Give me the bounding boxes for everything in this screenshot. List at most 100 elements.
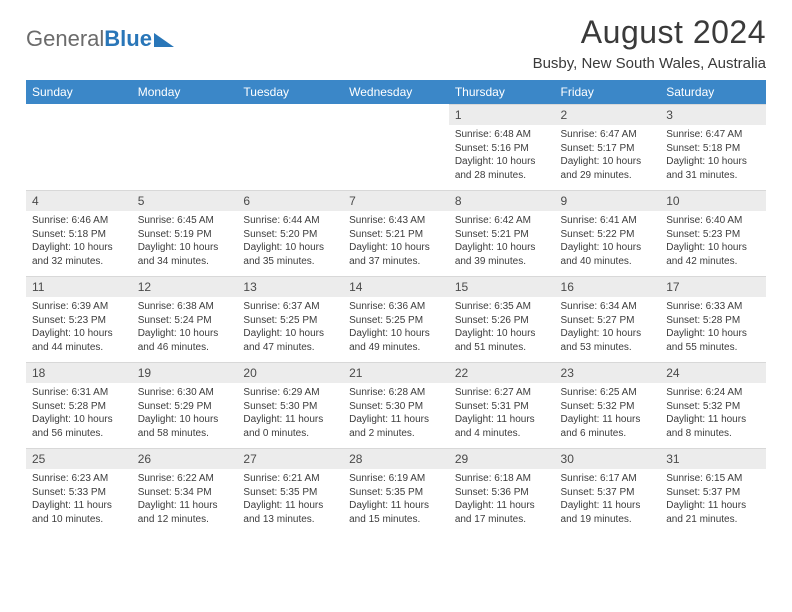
sunset-line: Sunset: 5:32 PM (666, 400, 760, 414)
sunrise-line: Sunrise: 6:29 AM (243, 386, 337, 400)
calendar-day: 20Sunrise: 6:29 AMSunset: 5:30 PMDayligh… (237, 362, 343, 448)
day-details: Sunrise: 6:48 AMSunset: 5:16 PMDaylight:… (449, 125, 555, 186)
sunrise-line: Sunrise: 6:43 AM (349, 214, 443, 228)
calendar-day: 23Sunrise: 6:25 AMSunset: 5:32 PMDayligh… (555, 362, 661, 448)
sunrise-line: Sunrise: 6:46 AM (32, 214, 126, 228)
sunset-line: Sunset: 5:33 PM (32, 486, 126, 500)
day-number: 9 (555, 190, 661, 211)
weekday-header: Tuesday (237, 80, 343, 104)
calendar-day: 4Sunrise: 6:46 AMSunset: 5:18 PMDaylight… (26, 190, 132, 276)
daylight-line: Daylight: 11 hours and 12 minutes. (138, 499, 232, 526)
day-number: 5 (132, 190, 238, 211)
day-details: Sunrise: 6:19 AMSunset: 5:35 PMDaylight:… (343, 469, 449, 530)
sunset-line: Sunset: 5:19 PM (138, 228, 232, 242)
day-details: Sunrise: 6:41 AMSunset: 5:22 PMDaylight:… (555, 211, 661, 272)
daylight-line: Daylight: 10 hours and 51 minutes. (455, 327, 549, 354)
day-details: Sunrise: 6:15 AMSunset: 5:37 PMDaylight:… (660, 469, 766, 530)
daylight-line: Daylight: 10 hours and 56 minutes. (32, 413, 126, 440)
day-details: Sunrise: 6:29 AMSunset: 5:30 PMDaylight:… (237, 383, 343, 444)
day-number: 29 (449, 448, 555, 469)
calendar-day: 25Sunrise: 6:23 AMSunset: 5:33 PMDayligh… (26, 448, 132, 534)
calendar-row: 4 Sunrise: 6:46 AMSunset: 5:18 PM Daylight… (26, 190, 766, 276)
sunrise-line: Sunrise: 6:37 AM (243, 300, 337, 314)
calendar-day: 9Sunrise: 6:41 AMSunset: 5:22 PMDaylight… (555, 190, 661, 276)
sunrise-line: Sunrise: 6:47 AM (561, 128, 655, 142)
calendar-row: 25 Sunrise: 6:23 AMSunset: 5:33 PM Dayligh… (26, 448, 766, 534)
daylight-line: Daylight: 10 hours and 34 minutes. (138, 241, 232, 268)
daylight-line: Daylight: 11 hours and 15 minutes. (349, 499, 443, 526)
day-details: Sunrise: 6:31 AMSunset: 5:28 PMDaylight:… (26, 383, 132, 444)
sunrise-line: Sunrise: 6:27 AM (455, 386, 549, 400)
sunset-line: Sunset: 5:25 PM (349, 314, 443, 328)
calendar-day: 16Sunrise: 6:34 AMSunset: 5:27 PMDayligh… (555, 276, 661, 362)
day-details: Sunrise: 6:42 AMSunset: 5:21 PMDaylight:… (449, 211, 555, 272)
sunset-line: Sunset: 5:34 PM (138, 486, 232, 500)
sunset-line: Sunset: 5:30 PM (349, 400, 443, 414)
sunset-line: Sunset: 5:21 PM (349, 228, 443, 242)
day-details: Sunrise: 6:35 AMSunset: 5:26 PMDaylight:… (449, 297, 555, 358)
day-details: Sunrise: 6:25 AMSunset: 5:32 PMDaylight:… (555, 383, 661, 444)
day-number: 16 (555, 276, 661, 297)
sunset-line: Sunset: 5:37 PM (666, 486, 760, 500)
calendar-day-empty (343, 104, 449, 190)
day-number: 31 (660, 448, 766, 469)
day-details: Sunrise: 6:39 AMSunset: 5:23 PMDaylight:… (26, 297, 132, 358)
sunset-line: Sunset: 5:29 PM (138, 400, 232, 414)
calendar-day: 10Sunrise: 6:40 AMSunset: 5:23 PMDayligh… (660, 190, 766, 276)
day-number: 11 (26, 276, 132, 297)
day-number: 25 (26, 448, 132, 469)
daylight-line: Daylight: 10 hours and 31 minutes. (666, 155, 760, 182)
day-number: 12 (132, 276, 238, 297)
calendar-day: 28Sunrise: 6:19 AMSunset: 5:35 PMDayligh… (343, 448, 449, 534)
day-details: Sunrise: 6:18 AMSunset: 5:36 PMDaylight:… (449, 469, 555, 530)
sunset-line: Sunset: 5:23 PM (666, 228, 760, 242)
sunset-line: Sunset: 5:23 PM (32, 314, 126, 328)
sunrise-line: Sunrise: 6:19 AM (349, 472, 443, 486)
day-number: 30 (555, 448, 661, 469)
sunrise-line: Sunrise: 6:25 AM (561, 386, 655, 400)
weekday-header: Saturday (660, 80, 766, 104)
sunrise-line: Sunrise: 6:36 AM (349, 300, 443, 314)
calendar-day: 18Sunrise: 6:31 AMSunset: 5:28 PMDayligh… (26, 362, 132, 448)
day-details: Sunrise: 6:33 AMSunset: 5:28 PMDaylight:… (660, 297, 766, 358)
day-details: Sunrise: 6:27 AMSunset: 5:31 PMDaylight:… (449, 383, 555, 444)
sunrise-line: Sunrise: 6:30 AM (138, 386, 232, 400)
logo-text-1: General (26, 26, 104, 52)
calendar-day: 27Sunrise: 6:21 AMSunset: 5:35 PMDayligh… (237, 448, 343, 534)
daylight-line: Daylight: 10 hours and 28 minutes. (455, 155, 549, 182)
sunrise-line: Sunrise: 6:41 AM (561, 214, 655, 228)
day-number: 14 (343, 276, 449, 297)
sunrise-line: Sunrise: 6:21 AM (243, 472, 337, 486)
day-number: 17 (660, 276, 766, 297)
calendar-day-empty (26, 104, 132, 190)
calendar-day: 14Sunrise: 6:36 AMSunset: 5:25 PMDayligh… (343, 276, 449, 362)
day-details: Sunrise: 6:36 AMSunset: 5:25 PMDaylight:… (343, 297, 449, 358)
day-number: 20 (237, 362, 343, 383)
sunrise-line: Sunrise: 6:33 AM (666, 300, 760, 314)
location: Busby, New South Wales, Australia (533, 55, 766, 72)
day-details: Sunrise: 6:17 AMSunset: 5:37 PMDaylight:… (555, 469, 661, 530)
sunset-line: Sunset: 5:24 PM (138, 314, 232, 328)
daylight-line: Daylight: 10 hours and 58 minutes. (138, 413, 232, 440)
day-number: 4 (26, 190, 132, 211)
sunrise-line: Sunrise: 6:40 AM (666, 214, 760, 228)
sunset-line: Sunset: 5:26 PM (455, 314, 549, 328)
calendar-day: 22Sunrise: 6:27 AMSunset: 5:31 PMDayligh… (449, 362, 555, 448)
title-block: August 2024 Busby, New South Wales, Aust… (533, 14, 766, 72)
day-number: 23 (555, 362, 661, 383)
day-details: Sunrise: 6:43 AMSunset: 5:21 PMDaylight:… (343, 211, 449, 272)
daylight-line: Daylight: 10 hours and 49 minutes. (349, 327, 443, 354)
sunset-line: Sunset: 5:18 PM (32, 228, 126, 242)
day-details: Sunrise: 6:24 AMSunset: 5:32 PMDaylight:… (660, 383, 766, 444)
daylight-line: Daylight: 10 hours and 39 minutes. (455, 241, 549, 268)
calendar-page: GeneralBlue August 2024 Busby, New South… (0, 0, 792, 548)
sunset-line: Sunset: 5:20 PM (243, 228, 337, 242)
daylight-line: Daylight: 11 hours and 19 minutes. (561, 499, 655, 526)
sunrise-line: Sunrise: 6:15 AM (666, 472, 760, 486)
sunset-line: Sunset: 5:25 PM (243, 314, 337, 328)
day-details: Sunrise: 6:22 AMSunset: 5:34 PMDaylight:… (132, 469, 238, 530)
sunrise-line: Sunrise: 6:18 AM (455, 472, 549, 486)
sunrise-line: Sunrise: 6:23 AM (32, 472, 126, 486)
day-details: Sunrise: 6:47 AMSunset: 5:18 PMDaylight:… (660, 125, 766, 186)
sunset-line: Sunset: 5:31 PM (455, 400, 549, 414)
